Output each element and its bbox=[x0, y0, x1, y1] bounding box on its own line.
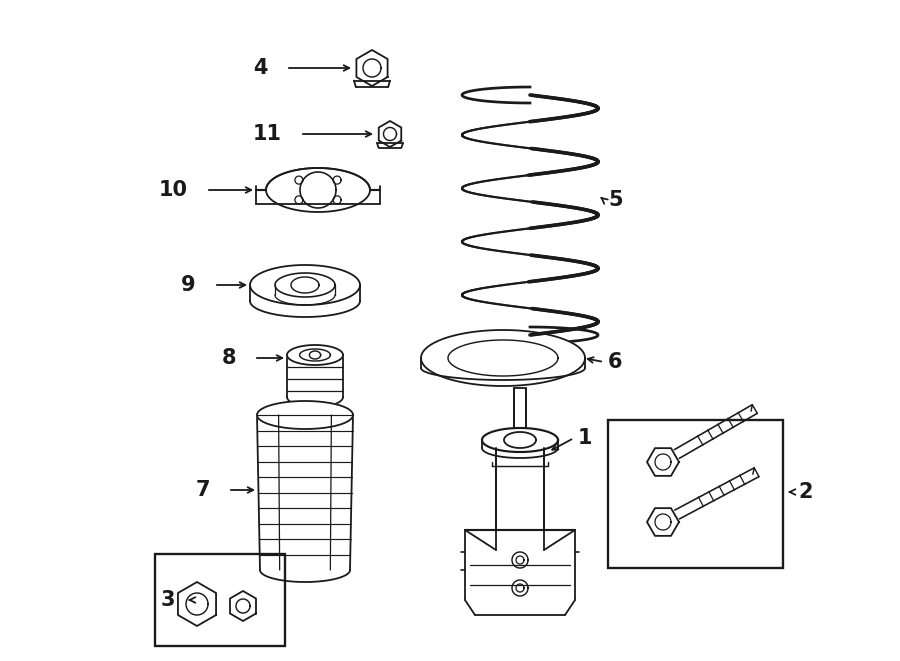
Polygon shape bbox=[516, 556, 524, 564]
Polygon shape bbox=[354, 81, 390, 87]
Polygon shape bbox=[275, 273, 335, 297]
Polygon shape bbox=[333, 196, 341, 204]
Text: 2: 2 bbox=[798, 482, 813, 502]
Text: 1: 1 bbox=[578, 428, 592, 448]
Polygon shape bbox=[512, 552, 528, 568]
Text: 8: 8 bbox=[221, 348, 236, 368]
Polygon shape bbox=[655, 514, 671, 530]
Text: 7: 7 bbox=[195, 480, 210, 500]
Text: 10: 10 bbox=[159, 180, 188, 200]
Polygon shape bbox=[512, 580, 528, 596]
Polygon shape bbox=[647, 508, 679, 536]
Polygon shape bbox=[379, 121, 401, 147]
Polygon shape bbox=[295, 196, 303, 204]
Bar bbox=[155, 554, 285, 646]
Text: 5: 5 bbox=[608, 190, 623, 210]
Text: 11: 11 bbox=[253, 124, 282, 144]
Polygon shape bbox=[186, 593, 208, 615]
Polygon shape bbox=[230, 591, 256, 621]
Text: 9: 9 bbox=[182, 275, 196, 295]
Polygon shape bbox=[504, 432, 536, 448]
Text: 3: 3 bbox=[160, 590, 175, 610]
Text: 6: 6 bbox=[608, 352, 623, 372]
Polygon shape bbox=[266, 168, 370, 212]
Polygon shape bbox=[647, 448, 679, 476]
Polygon shape bbox=[178, 582, 216, 626]
Polygon shape bbox=[257, 401, 353, 429]
Polygon shape bbox=[516, 584, 524, 592]
Polygon shape bbox=[482, 428, 558, 452]
Polygon shape bbox=[300, 172, 336, 208]
Polygon shape bbox=[291, 277, 319, 293]
Polygon shape bbox=[300, 349, 330, 361]
Text: 4: 4 bbox=[254, 58, 268, 78]
Polygon shape bbox=[310, 351, 320, 359]
Polygon shape bbox=[356, 50, 388, 86]
Polygon shape bbox=[236, 599, 250, 613]
Polygon shape bbox=[287, 345, 343, 365]
Polygon shape bbox=[250, 265, 360, 305]
Polygon shape bbox=[363, 59, 381, 77]
Polygon shape bbox=[448, 340, 558, 376]
Polygon shape bbox=[383, 128, 397, 141]
Bar bbox=[608, 420, 783, 568]
Polygon shape bbox=[295, 176, 303, 184]
Polygon shape bbox=[655, 454, 671, 470]
Polygon shape bbox=[333, 176, 341, 184]
Polygon shape bbox=[421, 330, 585, 386]
